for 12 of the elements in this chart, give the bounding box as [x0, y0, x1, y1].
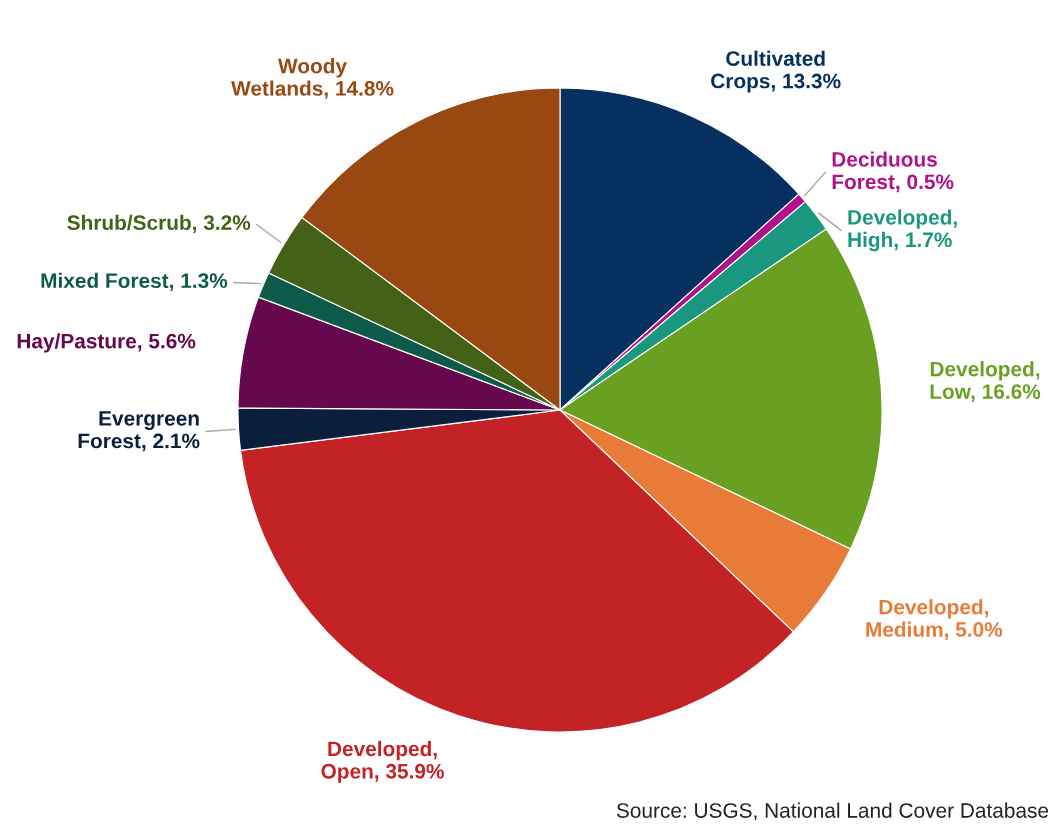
slice-label: Woody Wetlands, 14.8%	[231, 58, 394, 99]
slice-label: Developed, Low, 16.6%	[930, 361, 1041, 402]
slice-label: Shrub/Scrub, 3.2%	[67, 214, 251, 234]
slice-label: Evergreen Forest, 2.1%	[78, 411, 200, 452]
source-note: Source: USGS, National Land Cover Database	[616, 802, 1049, 821]
slice-label: Developed, Open, 35.9%	[321, 740, 444, 783]
slice-label: Developed, High, 1.7%	[848, 209, 957, 252]
slice-label: Deciduous Forest, 0.5%	[832, 151, 954, 193]
slice-label: Developed, Medium, 5.0%	[866, 599, 1003, 640]
slice-label: Cultivated Crops, 13.3%	[711, 50, 841, 93]
slice-label: Mixed Forest, 1.3%	[41, 272, 228, 292]
slice-label: Hay/Pasture, 5.6%	[17, 333, 196, 353]
